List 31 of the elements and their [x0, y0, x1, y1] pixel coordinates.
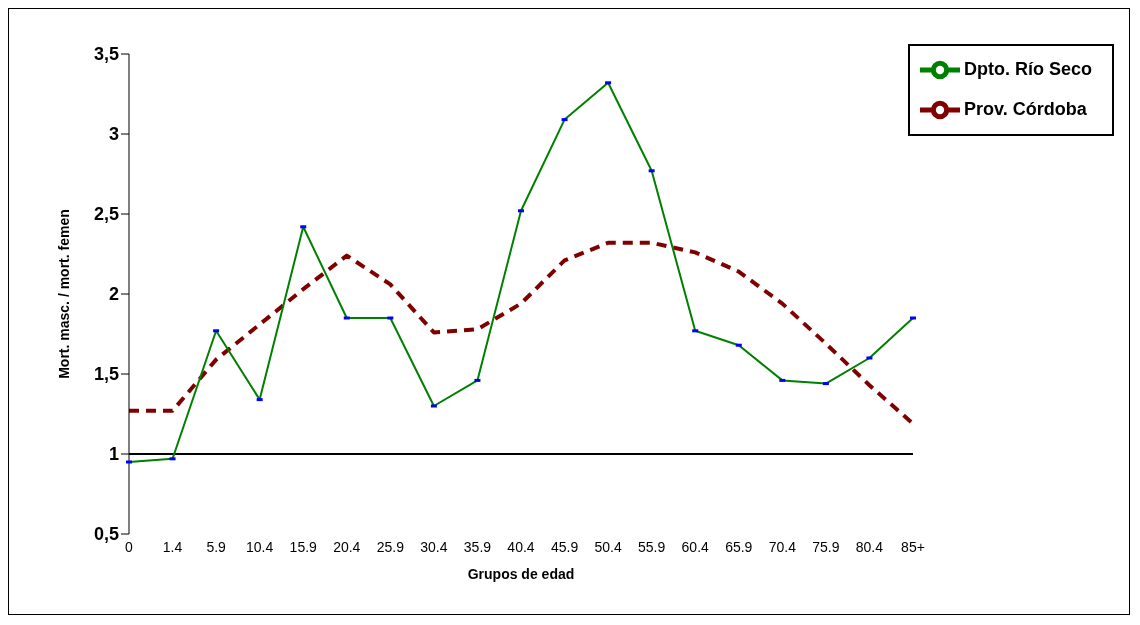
x-tick-label: 35.9 [463, 538, 492, 555]
x-tick-label: 85+ [901, 538, 925, 555]
y-tick-label: 2,5 [93, 204, 119, 225]
y-tick-label: 3 [108, 124, 119, 145]
x-tick-label: 65.9 [725, 538, 753, 555]
x-tick-label: 15.9 [289, 538, 318, 555]
x-tick-label: 50.4 [594, 538, 622, 555]
x-tick-label: 5.9 [206, 538, 227, 555]
x-tick-label: 10.4 [246, 538, 274, 555]
x-tick-label: 20.4 [333, 538, 361, 555]
legend-label: Prov. Córdoba [963, 98, 1087, 119]
x-tick-label: 40.4 [507, 538, 535, 555]
y-tick-label: 1 [108, 444, 119, 465]
x-tick-label: 0 [125, 538, 134, 555]
x-axis-title: Grupos de edad [467, 566, 575, 582]
line-series [127, 240, 915, 426]
x-tick-label: 60.4 [681, 538, 710, 555]
x-tick-label: 45.9 [550, 538, 579, 555]
x-tick-label: 25.9 [376, 538, 405, 555]
y-tick-label: 2 [108, 284, 119, 305]
x-tick-label: 1.4 [162, 538, 183, 555]
x-tick-label: 80.4 [855, 538, 884, 555]
x-tick-label: 70.4 [768, 538, 797, 555]
x-tick-label: 55.9 [638, 538, 666, 555]
x-tick-label: 30.4 [420, 538, 448, 555]
y-tick-label: 0,5 [93, 524, 119, 545]
y-tick-label: 1,5 [93, 364, 119, 385]
x-tick-label: 75.9 [812, 538, 840, 555]
legend-label: Dpto. Río Seco [963, 58, 1092, 79]
y-tick-label: 3,5 [93, 44, 119, 65]
y-axis-title: Mort. masc. / mort. femen [55, 209, 72, 379]
